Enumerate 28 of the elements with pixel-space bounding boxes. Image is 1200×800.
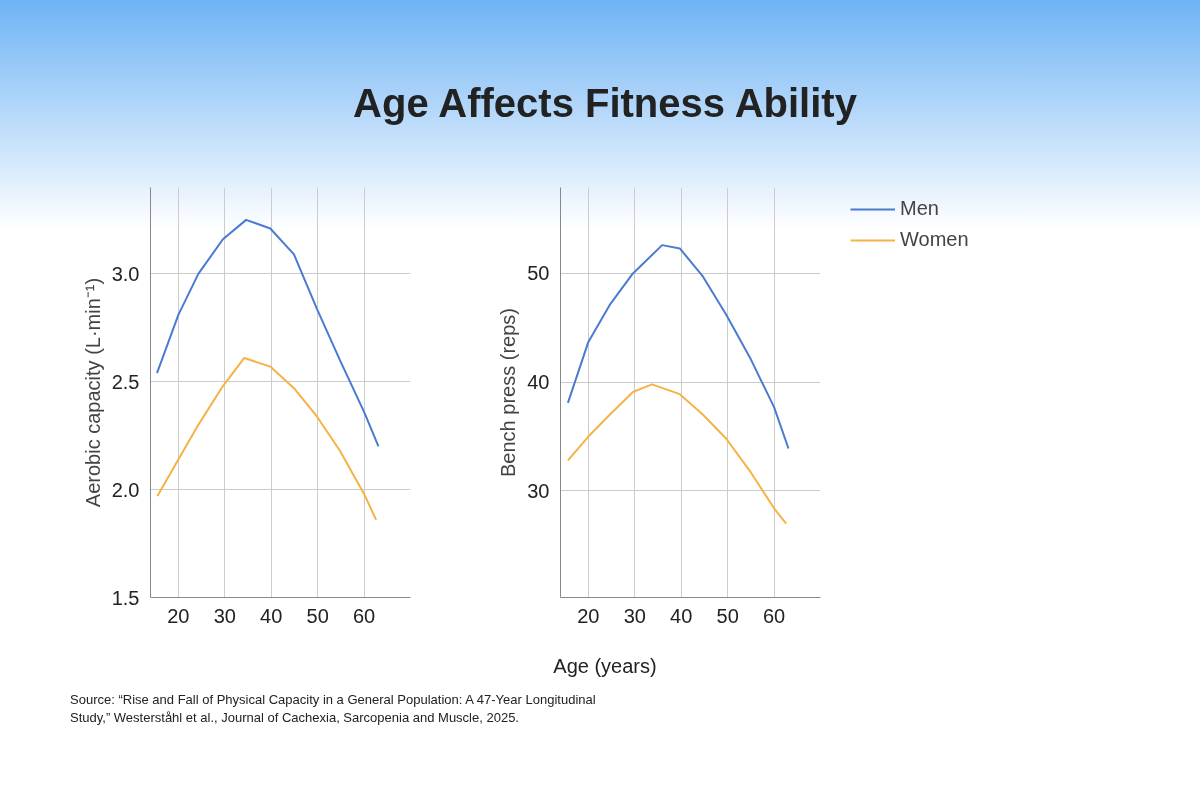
y-tick-label: 1.5 [111,586,140,609]
source-note: Source: “Rise and Fall of Physical Capacity in a General Population: A 47-Year Longitudinal Study,” Westerståhl et al., Journal of Cachexia, Sarcopenia and Muscle, 2025. [70,690,597,728]
x-tick-label: 20 [577,604,600,627]
x-tick-label: 50 [306,604,329,627]
y-axis-title: Aerobic capacity (L·min⁻¹) [81,277,104,508]
y-tick-label: 40 [527,371,550,394]
legend-label: Women [900,228,969,252]
x-tick-label: 40 [260,604,283,627]
line-series [566,383,788,525]
x-tick-label: 20 [167,604,190,627]
line-series [156,357,378,521]
x-tick-label: 60 [352,604,376,627]
y-tick-label: 50 [527,262,550,285]
legend-label: Men [900,197,939,221]
text: Age Affects Fitness Ability [353,80,857,127]
x-tick-label: 40 [670,604,693,627]
y-tick-label: 30 [527,480,550,503]
x-tick-label: 30 [213,604,236,627]
line-series [156,219,380,448]
x-tick-label: 60 [762,604,786,627]
y-tick-label: 3.0 [111,262,140,285]
x-tick-label: 50 [716,604,739,627]
y-axis-title: Bench press (reps) [497,308,520,478]
x-axis-title: Age (years) [553,654,657,680]
line-series [566,244,790,450]
y-tick-label: 2.0 [111,478,140,501]
x-tick-label: 30 [623,604,646,627]
y-tick-label: 2.5 [111,370,140,393]
